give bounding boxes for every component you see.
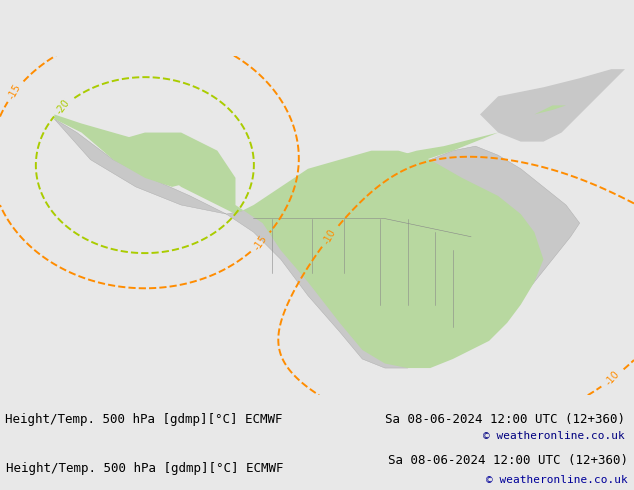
Text: -10: -10: [604, 369, 622, 387]
Text: Height/Temp. 500 hPa [gdmp][°C] ECMWF: Height/Temp. 500 hPa [gdmp][°C] ECMWF: [6, 462, 284, 475]
Text: © weatheronline.co.uk: © weatheronline.co.uk: [483, 432, 625, 441]
Polygon shape: [385, 105, 566, 160]
Text: -10: -10: [321, 227, 338, 246]
Polygon shape: [55, 115, 204, 187]
Text: Sa 08-06-2024 12:00 UTC (12+360): Sa 08-06-2024 12:00 UTC (12+360): [385, 414, 625, 426]
Polygon shape: [113, 133, 543, 368]
Text: -15: -15: [7, 82, 23, 101]
Text: -15: -15: [252, 233, 269, 252]
Text: -20: -20: [55, 98, 72, 116]
Polygon shape: [55, 119, 579, 368]
Text: Height/Temp. 500 hPa [gdmp][°C] ECMWF: Height/Temp. 500 hPa [gdmp][°C] ECMWF: [4, 414, 282, 426]
Polygon shape: [480, 69, 625, 142]
Text: Sa 08-06-2024 12:00 UTC (12+360): Sa 08-06-2024 12:00 UTC (12+360): [387, 454, 628, 467]
Text: © weatheronline.co.uk: © weatheronline.co.uk: [486, 475, 628, 485]
